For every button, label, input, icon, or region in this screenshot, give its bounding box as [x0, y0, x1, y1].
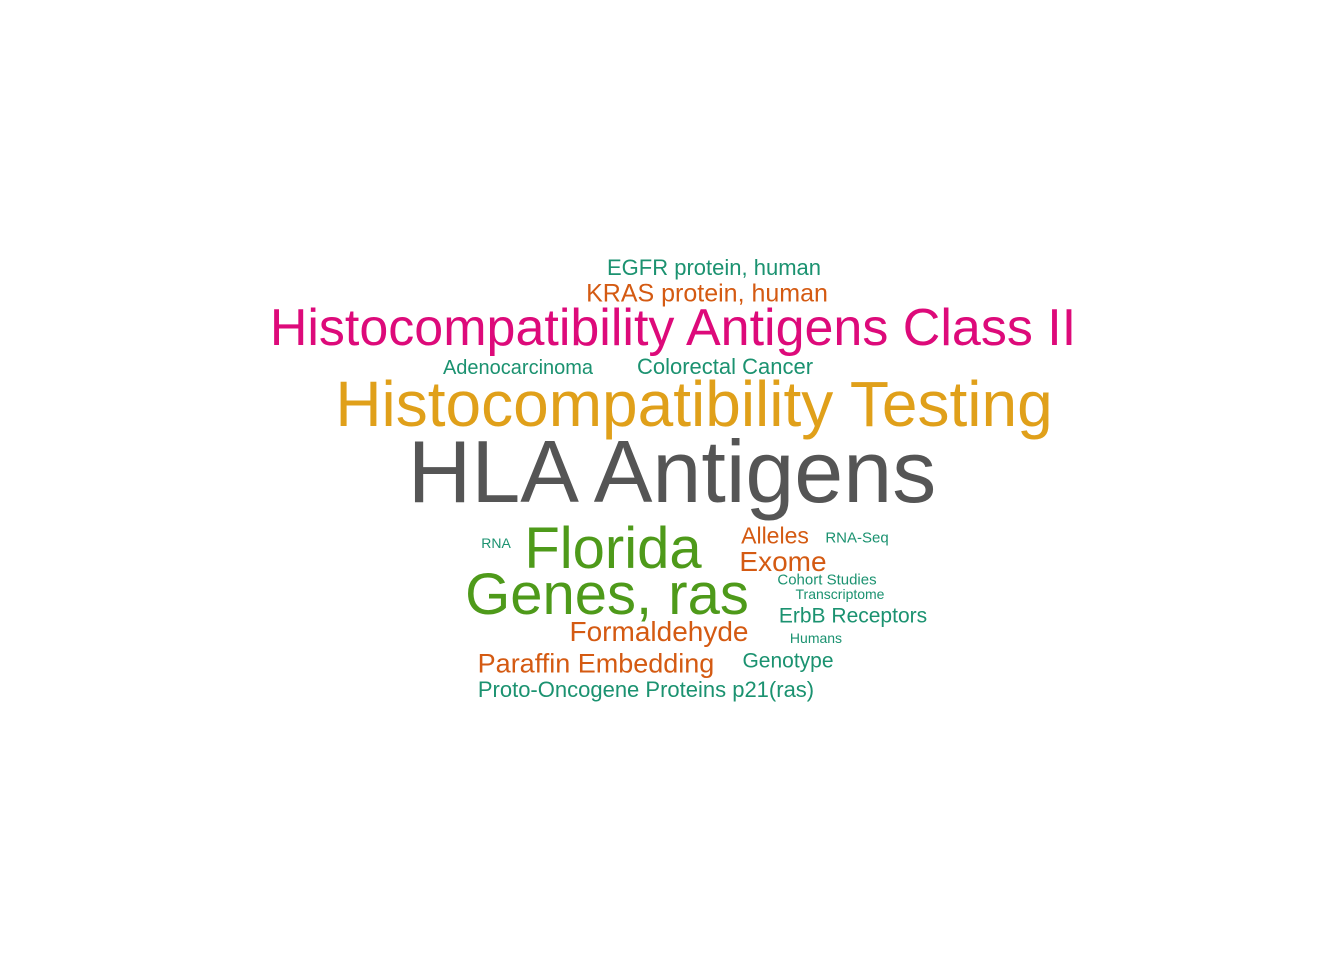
word-histocompatibility-testing: Histocompatibility Testing — [335, 368, 1053, 440]
word-kras-protein-human: KRAS protein, human — [586, 279, 828, 308]
word-florida: Florida — [524, 516, 702, 581]
word-proto-oncogene-proteins: Proto-Oncogene Proteins p21(ras) — [477, 677, 815, 702]
word-exome: Exome — [739, 546, 827, 577]
word-cohort-studies: Cohort Studies — [777, 571, 877, 589]
word-paraffin-embedding: Paraffin Embedding — [477, 648, 715, 679]
word-egfr-protein-human: EGFR protein, human — [607, 255, 821, 280]
word-adenocarcinoma: Adenocarcinoma — [442, 357, 594, 379]
word-rna: RNA — [481, 535, 511, 551]
word-erbb-receptors: ErbB Receptors — [778, 604, 928, 628]
word-transcriptome: Transcriptome — [795, 586, 885, 602]
word-colorectal-cancer: Colorectal Cancer — [636, 354, 814, 379]
word-histocompatibility-antigens-class-ii: Histocompatibility Antigens Class II — [269, 299, 1077, 357]
word-formaldehyde: Formaldehyde — [569, 616, 749, 647]
word-genes-ras: Genes, ras — [465, 562, 749, 627]
word-alleles: Alleles — [741, 522, 809, 549]
word-hla-antigens: HLA Antigens — [407, 422, 937, 521]
word-humans: Humans — [789, 630, 843, 646]
word-rna-seq: RNA-Seq — [825, 529, 889, 547]
word-genotype: Genotype — [742, 649, 834, 673]
